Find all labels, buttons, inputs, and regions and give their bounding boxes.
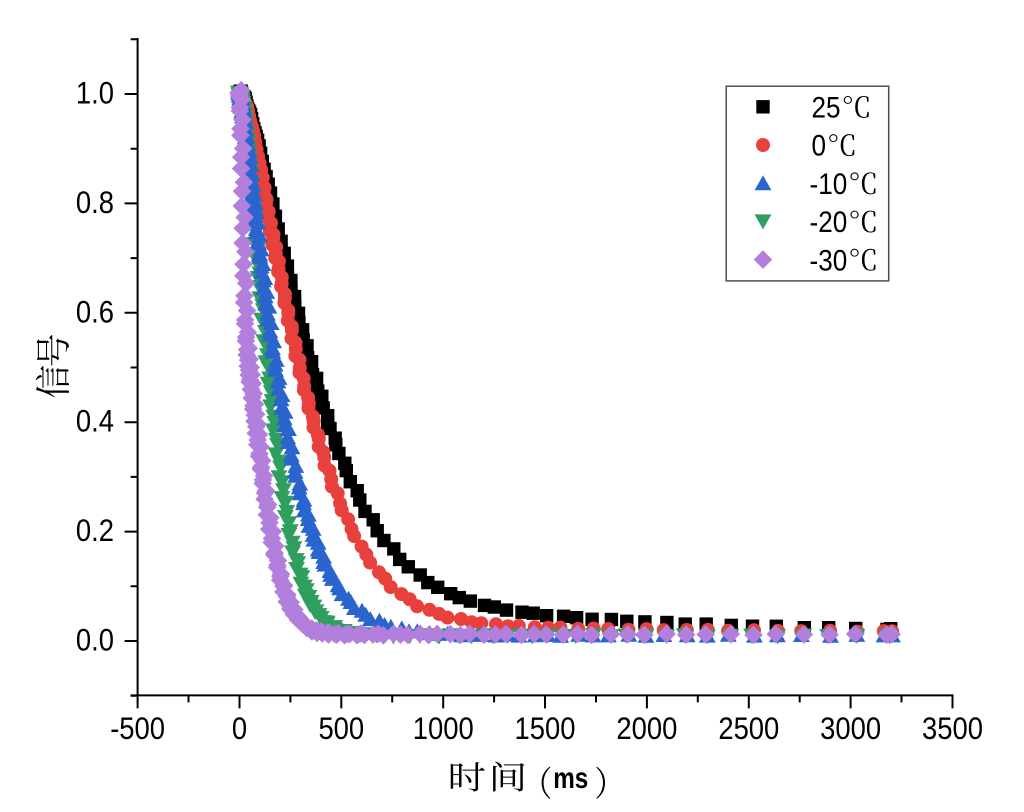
svg-text:ms: ms — [553, 761, 588, 795]
svg-text:0.6: 0.6 — [76, 295, 114, 330]
svg-text:0.8: 0.8 — [76, 185, 114, 220]
svg-text:0: 0 — [812, 129, 827, 162]
svg-text:1500: 1500 — [515, 711, 576, 746]
svg-text:3500: 3500 — [922, 711, 983, 746]
svg-text:0: 0 — [232, 711, 247, 746]
svg-text:-500: -500 — [110, 711, 165, 746]
svg-text:0.4: 0.4 — [76, 404, 114, 439]
svg-text:-30: -30 — [810, 244, 848, 277]
svg-text:2000: 2000 — [616, 711, 677, 746]
svg-text:0.2: 0.2 — [76, 513, 114, 548]
svg-text:0.0: 0.0 — [76, 623, 114, 658]
svg-text:-20: -20 — [810, 205, 848, 238]
svg-text:-10: -10 — [810, 167, 848, 200]
svg-text:25: 25 — [812, 91, 841, 124]
svg-text:500: 500 — [318, 711, 364, 746]
svg-text:1.0: 1.0 — [76, 76, 114, 111]
svg-text:1000: 1000 — [413, 711, 474, 746]
svg-text:2500: 2500 — [718, 711, 779, 746]
svg-text:3000: 3000 — [820, 711, 881, 746]
